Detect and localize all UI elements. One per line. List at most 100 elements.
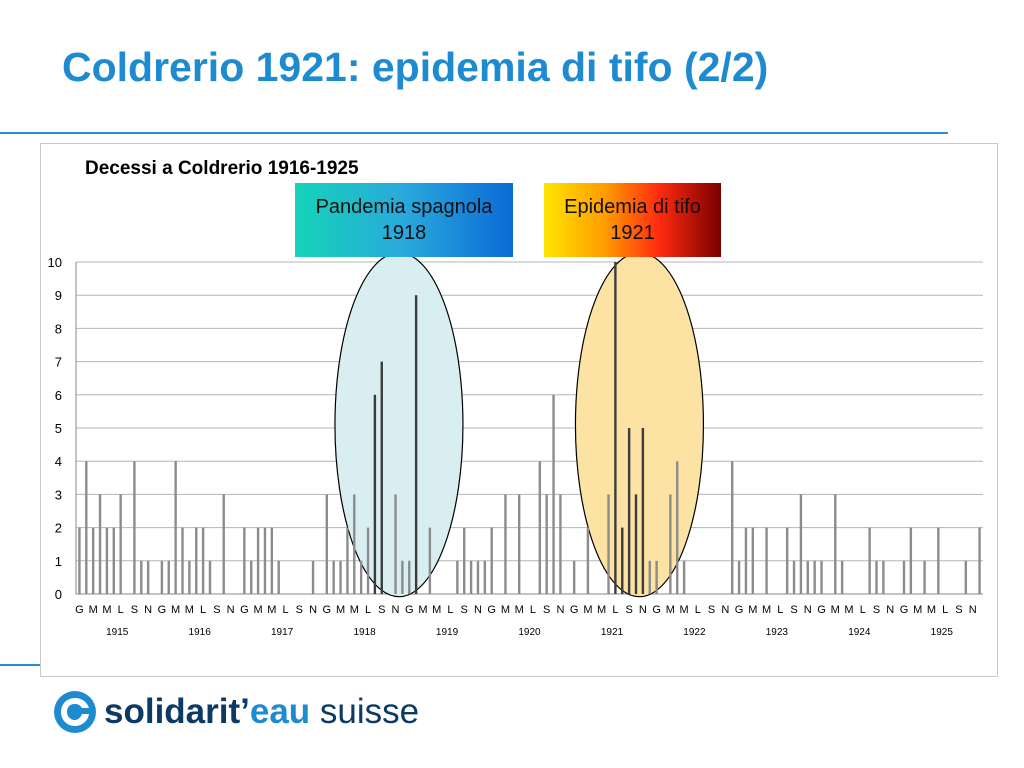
x-month-label: N (721, 604, 729, 616)
bar (538, 461, 542, 594)
logo-wordmark: solidarit’eau suisse (104, 692, 419, 732)
x-month-label: S (213, 604, 220, 616)
x-month-label: M (666, 604, 675, 616)
bar (243, 527, 246, 594)
bar (133, 461, 136, 594)
bar (98, 494, 102, 594)
x-month-label: N (144, 604, 152, 616)
bar (208, 560, 212, 594)
x-year-label: 1925 (931, 627, 954, 638)
x-month-label: N (227, 604, 235, 616)
spanish-flu-callout-label: Pandemia spagnola 1918 (315, 196, 493, 244)
x-month-label: M (102, 604, 111, 616)
x-month-label: N (556, 604, 564, 616)
x-year-label: 1922 (683, 627, 706, 638)
bar (504, 494, 507, 594)
x-month-label: G (735, 604, 744, 616)
bar (669, 494, 672, 594)
bar (792, 560, 796, 594)
bar (463, 527, 466, 594)
spanish-flu-callout: Pandemia spagnola 1918 (295, 183, 513, 257)
x-month-label: M (432, 604, 441, 616)
x-month-label: L (777, 604, 783, 616)
x-month-label: M (844, 604, 853, 616)
x-month-label: L (860, 604, 866, 616)
bar (586, 527, 590, 594)
x-month-label: G (487, 604, 496, 616)
x-month-label: S (625, 604, 632, 616)
bar (731, 461, 734, 594)
x-month-label: M (597, 604, 606, 616)
bar (765, 527, 768, 594)
bar (270, 527, 274, 594)
bar (902, 560, 906, 594)
bar (78, 527, 81, 594)
y-tick-label: 2 (55, 521, 62, 536)
bar (614, 262, 617, 594)
x-month-label: G (158, 604, 167, 616)
bar (799, 494, 803, 594)
y-tick-label: 5 (55, 421, 62, 436)
bar (146, 560, 150, 594)
typhus-highlight-ellipse (574, 252, 705, 598)
title-divider (0, 132, 948, 134)
x-month-label: M (254, 604, 263, 616)
bar (648, 560, 651, 594)
bar (868, 527, 871, 594)
x-month-label: M (831, 604, 840, 616)
water-drop-logo-icon (54, 691, 96, 733)
x-month-label: L (695, 604, 701, 616)
x-month-label: S (955, 604, 962, 616)
y-tick-label: 3 (55, 487, 62, 502)
bar (882, 560, 885, 594)
bar (373, 394, 377, 594)
bar (201, 527, 205, 594)
slide-title: Coldrerio 1921: epidemia di tifo (2/2) (62, 44, 769, 90)
x-month-label: M (267, 604, 276, 616)
logo-brand-bold: solidarit’ (104, 692, 250, 731)
x-month-label: L (612, 604, 618, 616)
chart-title: Decessi a Coldrerio 1916-1925 (85, 158, 359, 179)
bar (655, 560, 658, 594)
logo-brand-light: suisse (310, 692, 420, 731)
bar (250, 560, 253, 594)
bar (813, 560, 816, 594)
bar (195, 527, 198, 594)
bar (119, 494, 122, 594)
bar (380, 361, 383, 594)
typhus-callout: Epidemia di tifo 1921 (544, 183, 721, 257)
x-month-label: G (75, 604, 84, 616)
bar (222, 494, 225, 594)
x-month-label: M (927, 604, 936, 616)
y-tick-label: 6 (55, 388, 62, 403)
x-month-label: L (200, 604, 206, 616)
x-month-label: L (447, 604, 453, 616)
bar (607, 494, 610, 594)
bar (353, 494, 356, 594)
bar (875, 560, 878, 594)
bar (105, 527, 109, 594)
bar (456, 560, 459, 594)
typhus-callout-label: Epidemia di tifo 1921 (564, 196, 701, 244)
bar (634, 494, 638, 594)
bottom-divider (0, 664, 40, 666)
bar (346, 527, 349, 594)
bar (545, 494, 548, 594)
x-month-label: S (461, 604, 468, 616)
bar (978, 527, 981, 594)
x-year-label: 1924 (848, 627, 871, 638)
x-month-label: N (392, 604, 400, 616)
x-month-label: M (680, 604, 689, 616)
x-month-label: S (296, 604, 303, 616)
bar (751, 527, 755, 594)
bar (311, 560, 315, 594)
bar (140, 560, 143, 594)
bar (834, 494, 837, 594)
x-month-label: G (405, 604, 414, 616)
bar (174, 461, 177, 594)
x-month-label: M (89, 604, 98, 616)
bar (572, 560, 576, 594)
x-year-label: 1920 (518, 627, 541, 638)
x-month-label: M (748, 604, 757, 616)
x-month-label: G (817, 604, 826, 616)
